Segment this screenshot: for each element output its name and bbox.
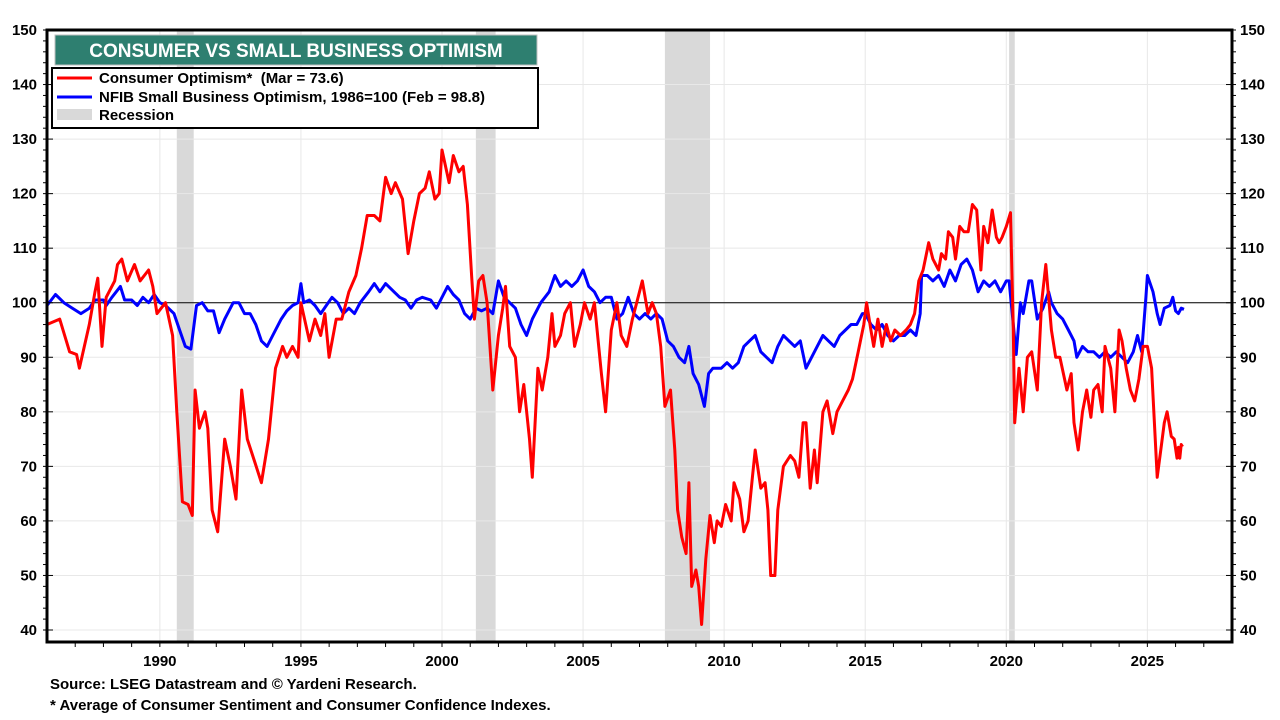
- x-tick-label: 2005: [566, 653, 599, 670]
- y-tick-label-right: 150: [1240, 22, 1265, 39]
- x-tick-label: 2015: [849, 653, 882, 670]
- y-tick-label-left: 50: [20, 567, 37, 584]
- y-tick-label-left: 150: [12, 22, 37, 39]
- x-tick-label: 2010: [707, 653, 740, 670]
- x-tick-label: 2025: [1131, 653, 1164, 670]
- y-tick-label-right: 110: [1240, 240, 1264, 257]
- axis-ticks: 40 40 50 50 60 60 70 70 80 80 90 90 100 100 110 110 120 1…: [12, 22, 1265, 670]
- series-lines: [45, 148, 1185, 626]
- x-tick-label: 2020: [990, 653, 1023, 670]
- y-tick-label-left: 70: [20, 458, 37, 475]
- x-tick-label: 2000: [425, 653, 458, 670]
- y-tick-label-left: 140: [12, 77, 37, 94]
- y-tick-label-left: 40: [20, 622, 37, 639]
- y-tick-label-right: 140: [1240, 77, 1265, 94]
- y-tick-label-left: 110: [13, 240, 37, 257]
- series-line: [45, 257, 1185, 408]
- y-tick-label-right: 130: [1240, 131, 1265, 148]
- legend-label-nfib: NFIB Small Business Optimism, 1986=100 (…: [99, 89, 485, 106]
- y-tick-label-left: 90: [20, 349, 37, 366]
- y-tick-label-right: 40: [1240, 622, 1257, 639]
- y-tick-label-right: 90: [1240, 349, 1257, 366]
- footnote: * Average of Consumer Sentiment and Cons…: [50, 697, 551, 714]
- y-tick-label-left: 100: [12, 295, 37, 312]
- source-note: Source: LSEG Datastream and © Yardeni Re…: [50, 676, 417, 693]
- chart-title: CONSUMER VS SMALL BUSINESS OPTIMISM: [89, 41, 502, 62]
- y-tick-label-right: 60: [1240, 513, 1257, 530]
- y-tick-label-right: 120: [1240, 186, 1265, 203]
- x-tick-label: 1990: [143, 653, 176, 670]
- x-tick-label: 1995: [284, 653, 317, 670]
- y-tick-label-right: 100: [1240, 295, 1265, 312]
- title-box: CONSUMER VS SMALL BUSINESS OPTIMISM: [54, 34, 538, 66]
- y-tick-label-right: 50: [1240, 567, 1257, 584]
- y-tick-label-left: 130: [12, 131, 37, 148]
- y-tick-label-right: 80: [1240, 404, 1257, 421]
- legend: Consumer Optimism* (Mar = 73.6) NFIB Sma…: [51, 67, 539, 129]
- y-tick-label-left: 120: [12, 186, 37, 203]
- y-tick-label-left: 80: [20, 404, 37, 421]
- y-tick-label-right: 70: [1240, 458, 1257, 475]
- y-tick-label-left: 60: [20, 513, 37, 530]
- recession-band: [475, 30, 496, 642]
- legend-swatch-recession: [57, 109, 92, 120]
- series-line: [46, 148, 1184, 626]
- legend-label-consumer: Consumer Optimism* (Mar = 73.6): [99, 70, 344, 87]
- legend-label-recession: Recession: [99, 107, 174, 124]
